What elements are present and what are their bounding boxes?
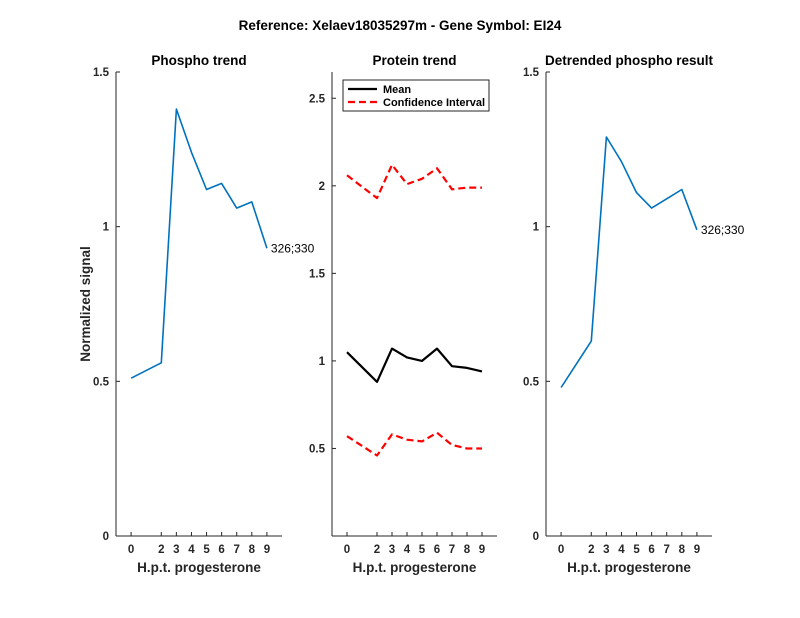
x-axis-label: H.p.t. progesterone <box>567 560 691 575</box>
x-tick-label: 6 <box>218 544 224 556</box>
x-tick-label: 7 <box>449 544 455 556</box>
series-line-series-1 <box>560 136 698 388</box>
x-tick-label: 6 <box>434 544 440 556</box>
x-tick-label: 5 <box>633 544 640 556</box>
y-tick-label: 0.5 <box>93 376 110 388</box>
x-tick-label: 0 <box>128 544 134 556</box>
figure-suptitle: Reference: Xelaev18035297m - Gene Symbol… <box>239 18 562 33</box>
x-tick-label: 3 <box>389 544 395 556</box>
x-tick-label: 4 <box>404 544 411 556</box>
data-annotation: 326;330 <box>271 241 315 255</box>
x-tick-label: 0 <box>558 544 564 556</box>
x-axis-label: H.p.t. progesterone <box>353 560 477 575</box>
y-tick-label: 1 <box>319 356 326 368</box>
series-line-series-3 <box>346 431 482 457</box>
series-line-confidence-interval <box>346 163 482 200</box>
y-tick-label: 1.5 <box>93 67 110 79</box>
x-tick-label: 8 <box>464 544 471 556</box>
x-tick-label: 3 <box>603 544 609 556</box>
x-tick-label: 3 <box>173 544 179 556</box>
x-tick-label: 9 <box>264 544 270 556</box>
chart-panel-3: Detrended phospho result 0 2 3 4 5 6 7 8 9 0 0.5 1 1.… <box>523 53 745 575</box>
y-tick-label: 0 <box>533 531 539 543</box>
x-tick-label: 5 <box>419 544 426 556</box>
x-tick-label: 5 <box>203 544 210 556</box>
x-tick-label: 4 <box>618 544 625 556</box>
x-tick-label: 9 <box>479 544 485 556</box>
y-tick-label: 2 <box>319 181 325 193</box>
x-tick-label: 7 <box>664 544 670 556</box>
panel-title: Detrended phospho result <box>545 53 714 68</box>
y-tick-label: 1 <box>533 222 540 234</box>
x-tick-label: 2 <box>374 544 380 556</box>
x-tick-label: 8 <box>679 544 686 556</box>
x-tick-label: 7 <box>234 544 240 556</box>
x-tick-label: 0 <box>344 544 350 556</box>
panel-title: Phospho trend <box>151 53 246 68</box>
x-tick-label: 4 <box>188 544 195 556</box>
legend-label: Mean <box>383 84 411 96</box>
series-line-mean <box>346 347 483 383</box>
x-tick-label: 8 <box>249 544 256 556</box>
y-tick-label: 0.5 <box>309 443 326 455</box>
data-annotation: 326;330 <box>701 223 745 237</box>
x-tick-label: 2 <box>158 544 164 556</box>
y-tick-label: 2.5 <box>309 93 326 105</box>
chart-panel-1: Phospho trend 0 2 3 4 5 6 7 8 9 0 0.5 1 1.5 H.p.t. pro… <box>78 53 315 575</box>
legend-label: Confidence Interval <box>383 97 485 109</box>
y-tick-label: 1.5 <box>309 268 326 280</box>
panel-title: Protein trend <box>372 53 456 68</box>
x-tick-label: 9 <box>694 544 700 556</box>
x-axis-label: H.p.t. progesterone <box>137 560 261 575</box>
y-tick-label: 0 <box>103 531 109 543</box>
y-tick-label: 1 <box>103 222 110 234</box>
y-axis-label: Normalized signal <box>78 246 93 362</box>
x-tick-label: 6 <box>648 544 654 556</box>
x-tick-label: 2 <box>588 544 594 556</box>
y-tick-label: 0.5 <box>523 376 540 388</box>
series-line-series-1 <box>130 108 268 379</box>
legend-box <box>342 79 490 112</box>
y-tick-label: 1.5 <box>523 67 540 79</box>
